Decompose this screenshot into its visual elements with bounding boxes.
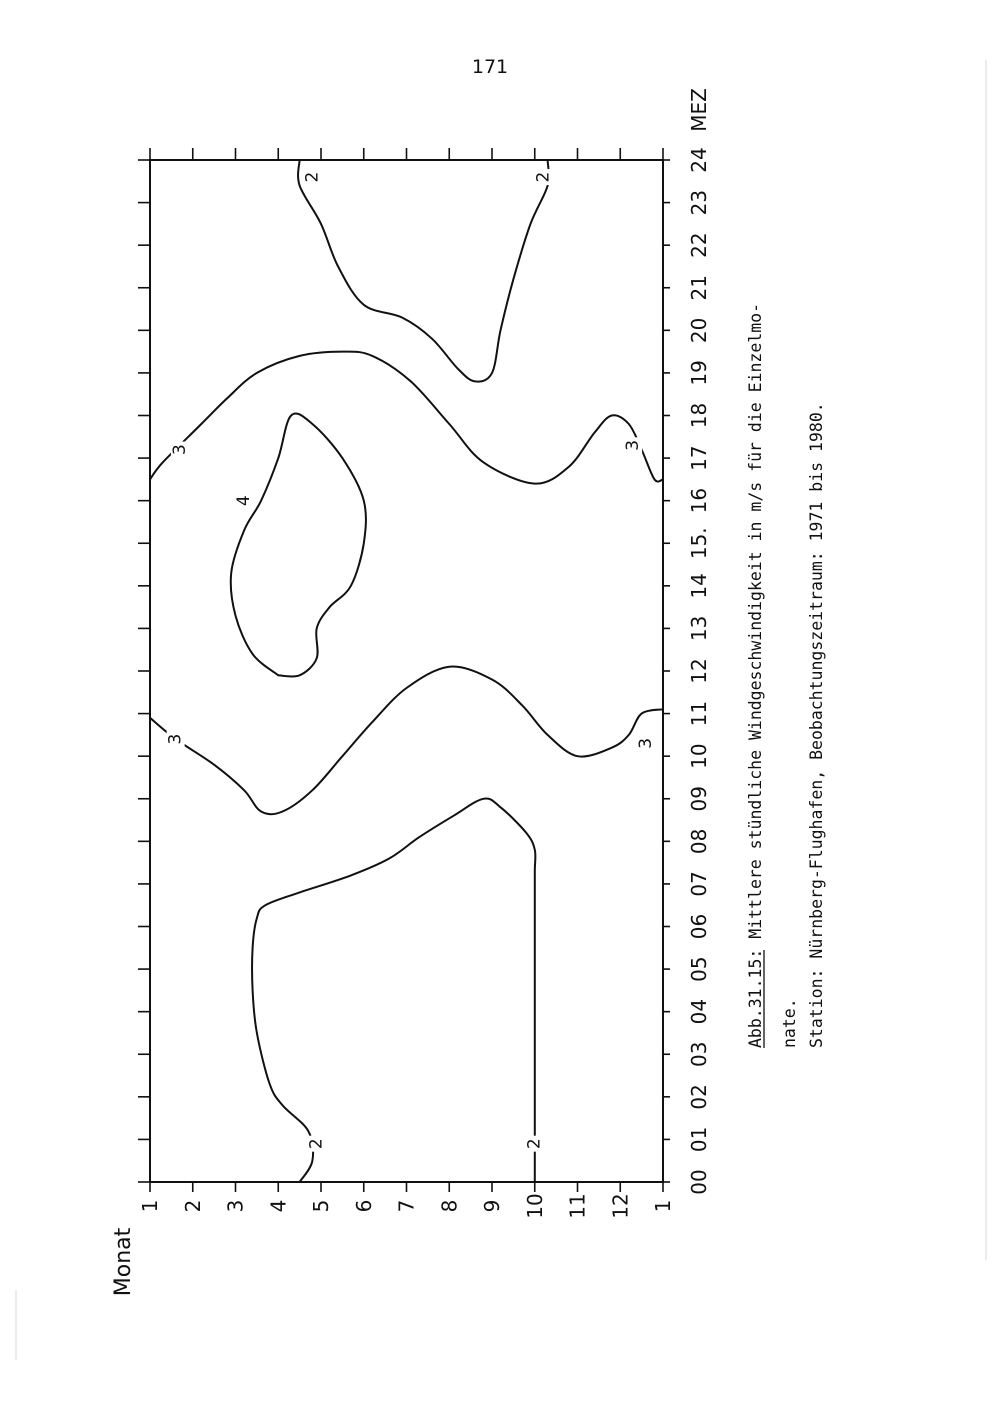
contour-level-label: 2: [533, 172, 553, 183]
month-tick-label: 11: [566, 1193, 590, 1218]
hour-tick-label: 03: [687, 1042, 711, 1067]
contour-level-label: 3: [623, 440, 643, 451]
plot-border: [149, 159, 664, 1183]
contour-lines: [149, 159, 664, 1183]
hour-tick-label: 19: [687, 360, 711, 385]
caption-line: Station: Nürnberg-Flughafen, Beobachtung…: [807, 402, 826, 1048]
month-tick-label: 8: [437, 1200, 461, 1213]
contour-level-label: 4: [234, 495, 254, 506]
hour-tick-label: 23: [687, 190, 711, 215]
month-tick-label: 1: [138, 1200, 162, 1213]
month-tick-label: 1: [651, 1200, 675, 1213]
hour-tick-label: 18: [687, 403, 711, 428]
hour-tick-label: 12: [687, 658, 711, 683]
figure-caption: Abb.31.15: Mittlere stündliche Windgesch…: [746, 303, 826, 1048]
hour-axis-unit: MEZ: [687, 88, 711, 132]
month-tick-label: 9: [480, 1200, 504, 1213]
contour-level-3: [149, 350, 664, 485]
contour-label-backing: [235, 492, 254, 509]
month-tick-label: 7: [395, 1200, 419, 1213]
hour-tick-label: 01: [687, 1127, 711, 1152]
hour-tick-label: 08: [687, 829, 711, 854]
contour-label-backing: [624, 437, 643, 454]
contour-label-backing: [534, 169, 553, 186]
month-tick-label: 10: [523, 1193, 547, 1218]
hour-tick-label: 21: [687, 275, 711, 300]
hour-tick-label: 22: [687, 232, 711, 257]
contour-level-2: [251, 797, 537, 1183]
hour-tick-label: 00: [687, 1169, 711, 1194]
axis-ticks: [138, 148, 670, 1192]
contour-level-label: 3: [170, 444, 190, 455]
hour-tick-label: 14: [687, 573, 711, 598]
caption-line: Abb.31.15: Mittlere stündliche Windgesch…: [746, 303, 765, 1048]
month-tick-label: 3: [224, 1200, 248, 1213]
hour-tick-label: 05: [687, 956, 711, 981]
hour-tick-label: 10: [687, 743, 711, 768]
hour-tick-label: 24: [687, 147, 711, 172]
month-axis-title: Monat: [111, 1227, 136, 1296]
month-tick-label: 6: [352, 1200, 376, 1213]
hour-tick-label: 11: [687, 701, 711, 726]
hour-tick-label: 15.: [687, 527, 711, 559]
contour-label-backing: [525, 1135, 544, 1152]
hour-tick-label: 06: [687, 914, 711, 939]
hour-tick-label: 17: [687, 445, 711, 470]
contour-level-2: [297, 159, 550, 383]
hour-tick-label: 02: [687, 1084, 711, 1109]
contour-level-label: 3: [166, 734, 186, 745]
hour-tick-label: 16: [687, 488, 711, 513]
hour-tick-label: 04: [687, 999, 711, 1024]
hour-tick-label: 20: [687, 318, 711, 343]
month-tick-label: 5: [309, 1200, 333, 1213]
contour-label-backing: [307, 1135, 326, 1152]
plot-frame: [149, 159, 664, 1183]
contour-label-backing: [303, 169, 322, 186]
hour-tick-label: 13: [687, 616, 711, 641]
contour-level-labels: 2 2 2 2 3 3 3 3 4: [166, 169, 656, 1152]
contour-level-label: 3: [636, 738, 656, 749]
hour-tick-label: 09: [687, 786, 711, 811]
month-tick-label: 4: [266, 1200, 290, 1213]
contour-level-label: 2: [525, 1138, 545, 1149]
contour-level-label: 2: [302, 172, 322, 183]
axis-labels: 1 2 3 4 5 6 7 8 9 10 11 12 1000102030405060708091011…: [111, 88, 711, 1296]
contour-level-4: [229, 412, 367, 678]
month-tick-label: 2: [181, 1200, 205, 1213]
page-number: 171: [471, 56, 509, 78]
contour-level-3: [149, 665, 664, 816]
contour-level-label: 2: [307, 1138, 327, 1149]
caption-line: nate.: [780, 998, 799, 1048]
contour-label-backing: [170, 441, 189, 458]
contour-label-backing: [166, 731, 185, 748]
month-tick-label: 12: [608, 1193, 632, 1218]
contour-label-backing: [636, 735, 655, 752]
hour-tick-label: 07: [687, 871, 711, 896]
